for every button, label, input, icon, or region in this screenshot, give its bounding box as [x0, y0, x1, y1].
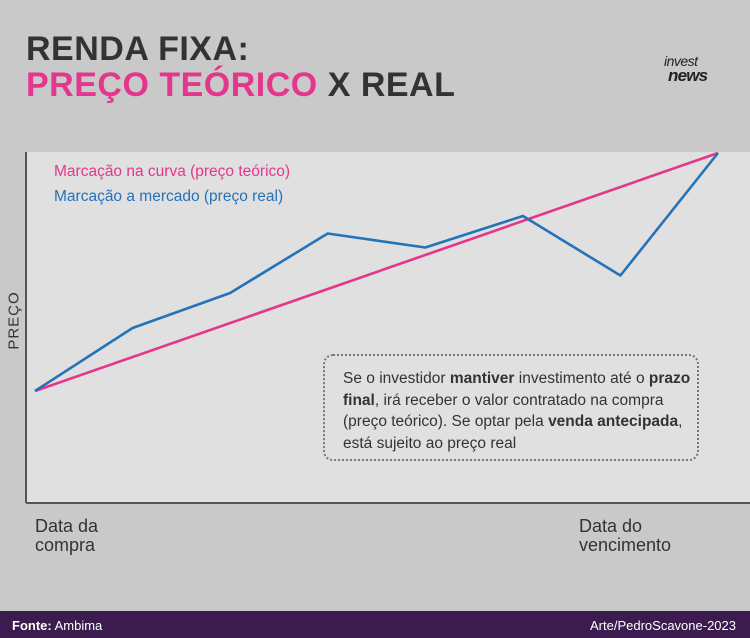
- title-accent: PREÇO TEÓRICO: [26, 66, 318, 104]
- note-text: , está sujeito ao preço real: [343, 413, 683, 452]
- investnews-logo: invest news: [664, 53, 726, 85]
- legend-item-market: Marcação a mercado (preço real): [54, 188, 284, 205]
- annotation-box: Se o investidor mantiver investimento at…: [323, 354, 699, 461]
- footer-bar: Fonte: Ambima Arte/PedroScavone-2023: [0, 611, 750, 638]
- note-text: Se o investidor: [343, 370, 450, 387]
- note-bold-text: mantiver: [449, 370, 515, 387]
- series-line-market-price: [34, 152, 720, 393]
- note-text: , irá receber o valor contratado na comp…: [343, 391, 664, 431]
- y-axis-label: PREÇO: [5, 291, 23, 350]
- x-tick-line: Data do: [579, 516, 643, 536]
- series-layer: [34, 151, 720, 393]
- source-credit: Fonte: Ambima: [12, 618, 102, 633]
- art-credit: Arte/PedroScavone-2023: [590, 618, 736, 633]
- logo-line1: invest: [664, 53, 698, 69]
- x-tick-label-purchase-date: Data da compra: [35, 517, 98, 555]
- title-rest: X REAL: [317, 66, 456, 104]
- legend-item-theoretical: Marcação na curva (preço teórico): [54, 163, 291, 180]
- x-tick-line: Data da: [35, 516, 99, 536]
- x-tick-label-maturity-date: Data do vencimento: [579, 517, 671, 555]
- chart-title-line1: RENDA FIXA:: [26, 30, 250, 68]
- note-bold-text: venda antecipada: [548, 413, 679, 430]
- note-text: investimento até o: [514, 370, 649, 387]
- logo-line2: news: [668, 65, 708, 85]
- series-line-theoretical-price: [34, 151, 719, 393]
- x-tick-line: vencimento: [579, 535, 672, 555]
- source-label: Fonte:: [12, 618, 52, 633]
- x-tick-line: compra: [35, 535, 96, 555]
- source-value: Ambima: [51, 618, 103, 633]
- chart-title-line2: PREÇO TEÓRICO X REAL: [26, 66, 455, 105]
- note-bold-text: prazo final: [343, 370, 691, 409]
